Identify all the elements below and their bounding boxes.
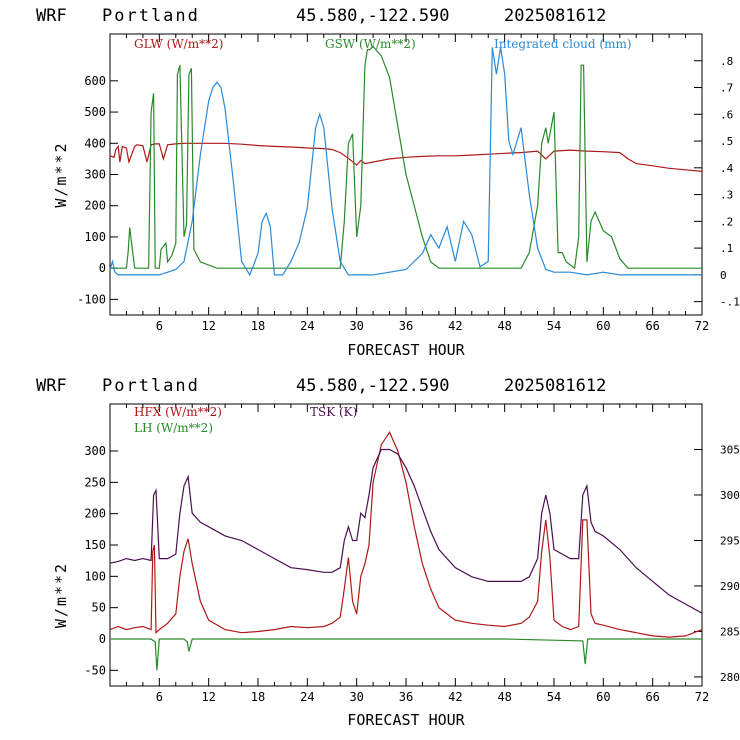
x-tick-label: 42 [448, 319, 462, 333]
x-tick-label: 66 [645, 319, 659, 333]
y2-tick-label: 280 [720, 671, 740, 684]
x-tick-label: 24 [300, 319, 314, 333]
y-tick-label: 500 [84, 105, 106, 119]
x-axis-label: FORECAST HOUR [347, 341, 465, 359]
y-tick-label: 100 [84, 569, 106, 583]
y2-tick-label: 295 [720, 534, 740, 547]
x-tick-label: 36 [399, 319, 413, 333]
x-tick-label: 12 [201, 319, 215, 333]
series-line-3 [109, 448, 703, 614]
x-tick-label: 48 [497, 319, 511, 333]
x-tick-label: 18 [251, 690, 265, 704]
y-axis-label: W/m**2 [52, 562, 70, 628]
y2-tick-label: .6 [720, 108, 733, 121]
header-location: Portland [102, 376, 200, 396]
header-model: WRF [36, 376, 67, 396]
y2-tick-label: .7 [720, 82, 733, 95]
y-tick-label: 250 [84, 475, 106, 489]
x-tick-label: 48 [497, 690, 511, 704]
y-tick-label: -100 [77, 292, 106, 306]
x-tick-label: 36 [399, 690, 413, 704]
y-tick-label: -50 [84, 663, 106, 677]
y-tick-label: 200 [84, 199, 106, 213]
y2-tick-label: 0 [720, 269, 727, 282]
x-tick-label: 6 [156, 319, 163, 333]
y-tick-label: 0 [99, 632, 106, 646]
x-tick-label: 24 [300, 690, 314, 704]
y2-tick-label: .4 [720, 162, 734, 175]
y2-tick-label: -.1 [720, 296, 740, 309]
y-tick-label: 400 [84, 136, 106, 150]
x-tick-label: 60 [596, 319, 610, 333]
y2-tick-label: 305 [720, 443, 740, 456]
header-coords: 45.580,-122.590 [296, 376, 450, 396]
header-coords: 45.580,-122.590 [296, 6, 450, 26]
y-tick-label: 200 [84, 507, 106, 521]
x-tick-label: 12 [201, 690, 215, 704]
legend-entry-2: GSW (W/m**2) [325, 37, 416, 51]
series-line-3 [109, 47, 702, 277]
x-tick-label: 42 [448, 690, 462, 704]
legend-entry-1: HFX (W/m**2) [134, 405, 222, 419]
y-tick-label: 50 [92, 601, 106, 615]
y-axis-label: W/m**2 [52, 141, 70, 207]
plot-frame [109, 403, 703, 687]
y-tick-label: 300 [84, 444, 106, 458]
series-line-1 [109, 430, 703, 638]
y2-tick-label: 285 [720, 625, 740, 638]
x-axis-label: FORECAST HOUR [347, 711, 465, 729]
y-tick-label: 0 [99, 261, 106, 275]
y-tick-label: 600 [84, 74, 106, 88]
x-tick-label: 54 [547, 319, 561, 333]
x-tick-label: 6 [156, 690, 163, 704]
x-tick-label: 30 [349, 690, 363, 704]
x-tick-label: 30 [349, 319, 363, 333]
x-tick-label: 72 [695, 690, 709, 704]
series-line-1 [109, 142, 703, 172]
header-init-time: 2025081612 [504, 6, 606, 26]
y2-tick-label: .5 [720, 135, 733, 148]
x-tick-label: 54 [547, 690, 561, 704]
y2-tick-label: .2 [720, 215, 733, 228]
series-line-2 [110, 638, 702, 671]
header-model: WRF [36, 6, 67, 26]
legend-entry-1: GLW (W/m**2) [134, 37, 223, 51]
header-location: Portland [102, 6, 200, 26]
chart-panel-2: WRF Portland 45.580,-122.590 2025081612 6 12 1… [36, 376, 740, 729]
y2-tick-label: .3 [720, 189, 733, 202]
y2-tick-label: 290 [720, 580, 740, 593]
legend-entry-3: TSK (K) [310, 405, 357, 419]
x-tick-label: 60 [596, 690, 610, 704]
y2-tick-label: .8 [720, 55, 733, 68]
y2-tick-label: .1 [720, 242, 733, 255]
series-line-2 [110, 45, 702, 270]
x-tick-label: 18 [251, 319, 265, 333]
legend-entry-3: Integrated cloud (mm) [494, 37, 632, 51]
y-tick-label: 300 [84, 168, 106, 182]
chart-panel-1: WRF Portland 45.580,-122.590 2025081612 6 12 1… [36, 6, 740, 359]
x-tick-label: 66 [645, 690, 659, 704]
legend-entry-2: LH (W/m**2) [134, 421, 213, 435]
y-tick-label: 100 [84, 230, 106, 244]
header-init-time: 2025081612 [504, 376, 606, 396]
y2-tick-label: 300 [720, 489, 740, 502]
y-tick-label: 150 [84, 538, 106, 552]
x-tick-label: 72 [695, 319, 709, 333]
